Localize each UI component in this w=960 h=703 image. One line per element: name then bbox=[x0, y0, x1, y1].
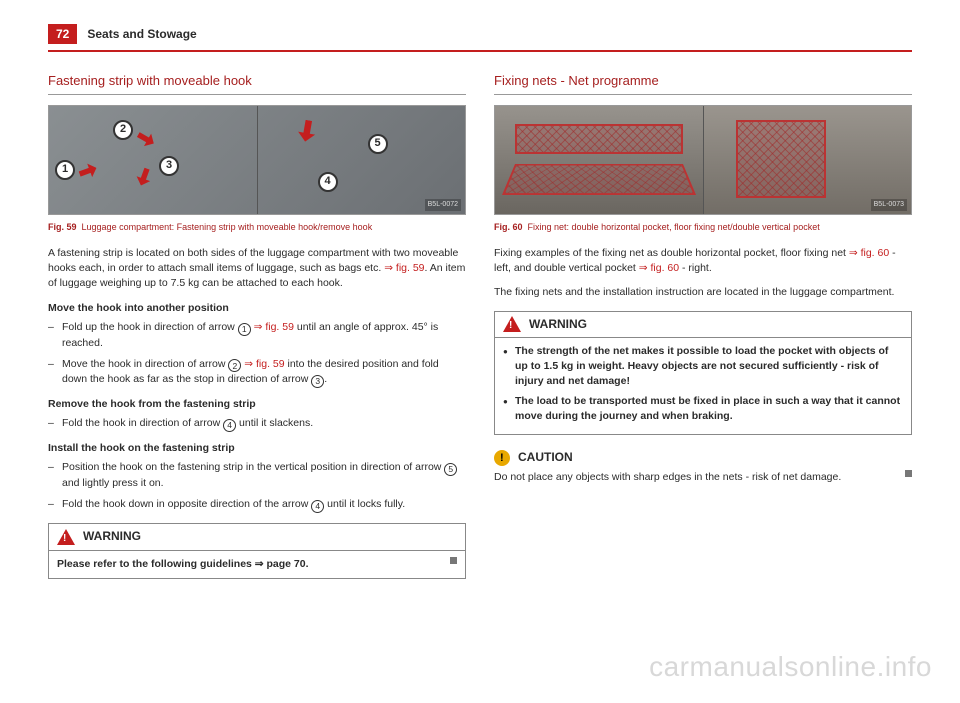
right-paragraph-1: Fixing examples of the fixing net as dou… bbox=[494, 246, 912, 276]
fig-ref: ⇒ fig. 59 bbox=[251, 321, 294, 333]
section-end-icon bbox=[905, 470, 912, 477]
red-arrow-icon bbox=[134, 127, 159, 152]
chapter-title: Seats and Stowage bbox=[87, 27, 196, 41]
right-paragraph-2: The fixing nets and the installation ins… bbox=[494, 285, 912, 300]
fig-ref: ⇒ fig. 59 bbox=[241, 358, 284, 370]
figure-id-label: B5L-0072 bbox=[425, 199, 461, 211]
right-column: Fixing nets - Net programme B5L-0073 Fig… bbox=[494, 72, 912, 579]
steps-install: Position the hook on the fastening strip… bbox=[48, 460, 466, 513]
subheading-move: Move the hook into another position bbox=[48, 301, 466, 316]
warning-box-right: WARNING The strength of the net makes it… bbox=[494, 311, 912, 435]
figure-59-caption: Fig. 59 Luggage compartment: Fastening s… bbox=[48, 221, 466, 234]
fig-marker-1: 1 bbox=[55, 160, 75, 180]
left-column: Fastening strip with moveable hook 1 2 3… bbox=[48, 72, 466, 579]
warning-item: The load to be transported must be fixed… bbox=[503, 394, 903, 424]
page-number: 72 bbox=[48, 24, 77, 44]
fig-marker-3: 3 bbox=[159, 156, 179, 176]
page-header: 72 Seats and Stowage bbox=[48, 24, 912, 44]
figure-60-label: Fig. 60 bbox=[494, 222, 523, 232]
watermark: carmanualsonline.info bbox=[649, 651, 932, 683]
figure-59: 1 2 3 4 5 B5L-0072 bbox=[48, 105, 466, 215]
warning-icon bbox=[57, 529, 75, 545]
warning-title: WARNING bbox=[83, 528, 141, 545]
steps-remove: Fold the hook in direction of arrow 4 un… bbox=[48, 416, 466, 432]
red-arrow-icon bbox=[132, 165, 155, 188]
caution-title: CAUTION bbox=[518, 449, 573, 466]
warning-title: WARNING bbox=[529, 316, 587, 333]
header-rule bbox=[48, 50, 912, 52]
warning-item: The strength of the net makes it possibl… bbox=[503, 344, 903, 390]
warning-icon bbox=[503, 316, 521, 332]
fig-ref: ⇒ fig. 60 bbox=[849, 247, 889, 259]
step-item: Fold up the hook in direction of arrow 1… bbox=[48, 320, 466, 351]
step-item: Position the hook on the fastening strip… bbox=[48, 460, 466, 491]
figure-59-caption-text: Luggage compartment: Fastening strip wit… bbox=[82, 222, 373, 232]
subheading-remove: Remove the hook from the fastening strip bbox=[48, 397, 466, 412]
red-arrow-icon bbox=[294, 118, 319, 143]
ref-circle-3: 3 bbox=[311, 375, 324, 388]
caution-head: CAUTION bbox=[494, 449, 912, 466]
figure-id-label: B5L-0073 bbox=[871, 199, 907, 211]
warning-head: WARNING bbox=[49, 524, 465, 550]
section-end-icon bbox=[450, 557, 457, 564]
red-arrow-icon bbox=[76, 159, 99, 182]
ref-circle-5: 5 bbox=[444, 463, 457, 476]
ref-circle-4: 4 bbox=[223, 419, 236, 432]
figure-60-caption: Fig. 60 Fixing net: double horizontal po… bbox=[494, 221, 912, 234]
figure-59-label: Fig. 59 bbox=[48, 222, 77, 232]
step-item: Fold the hook in direction of arrow 4 un… bbox=[48, 416, 466, 432]
fig-marker-5: 5 bbox=[368, 134, 388, 154]
fig-marker-2: 2 bbox=[113, 120, 133, 140]
left-section-title: Fastening strip with moveable hook bbox=[48, 72, 466, 95]
figure-60-caption-text: Fixing net: double horizontal pocket, fl… bbox=[528, 222, 820, 232]
subheading-install: Install the hook on the fastening strip bbox=[48, 441, 466, 456]
step-item: Fold the hook down in opposite direction… bbox=[48, 497, 466, 513]
ref-circle-2: 2 bbox=[228, 359, 241, 372]
caution-body: Do not place any objects with sharp edge… bbox=[494, 466, 912, 485]
warning-body: Please refer to the following guidelines… bbox=[49, 551, 465, 578]
ref-circle-4b: 4 bbox=[311, 500, 324, 513]
figure-60: B5L-0073 bbox=[494, 105, 912, 215]
caution-icon bbox=[494, 450, 510, 466]
intro-paragraph: A fastening strip is located on both sid… bbox=[48, 246, 466, 292]
ref-circle-1: 1 bbox=[238, 323, 251, 336]
warning-body: The strength of the net makes it possibl… bbox=[495, 338, 911, 434]
right-section-title: Fixing nets - Net programme bbox=[494, 72, 912, 95]
fig-ref: ⇒ fig. 60 bbox=[639, 262, 679, 274]
fig-ref: ⇒ fig. 59 bbox=[384, 262, 424, 274]
fig-marker-4: 4 bbox=[318, 172, 338, 192]
warning-head: WARNING bbox=[495, 312, 911, 338]
step-item: Move the hook in direction of arrow 2 ⇒ … bbox=[48, 357, 466, 389]
steps-move: Fold up the hook in direction of arrow 1… bbox=[48, 320, 466, 388]
warning-box-left: WARNING Please refer to the following gu… bbox=[48, 523, 466, 579]
